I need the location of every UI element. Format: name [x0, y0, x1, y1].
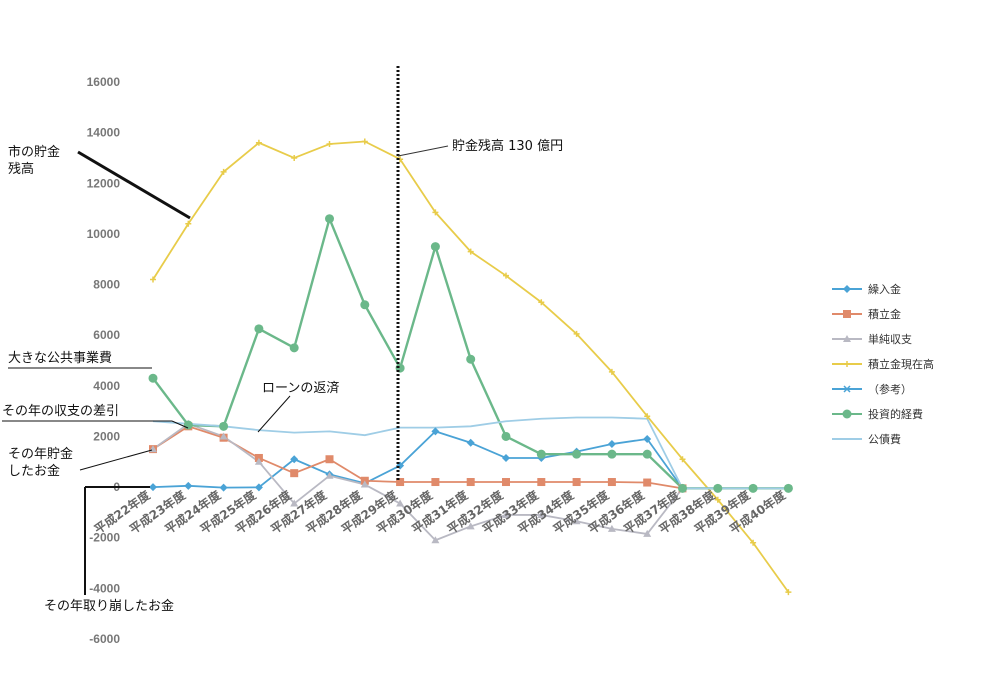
annotation-balance-130: 貯金残高 130 億円 — [452, 138, 563, 154]
annotation-loan: ローンの返済 — [262, 380, 339, 396]
x-tick-labels: 平成22年度平成23年度平成24年度平成25年度平成26年度平成27年度平成28… — [91, 487, 789, 537]
data-point-marker — [537, 478, 545, 486]
data-point-marker — [431, 478, 439, 486]
legend-label: （参考） — [868, 382, 912, 396]
data-point-marker — [467, 478, 475, 486]
data-point-marker — [537, 450, 546, 459]
data-point-marker — [502, 478, 510, 486]
legend-label: 公債費 — [868, 432, 901, 446]
series-line-0 — [153, 431, 683, 488]
data-point-marker — [431, 242, 440, 251]
data-point-marker — [291, 155, 297, 161]
y-tick-label: 8000 — [93, 278, 120, 292]
data-point-marker — [608, 440, 616, 448]
y-tick-label: 4000 — [93, 379, 120, 393]
legend-label: 投資的経費 — [868, 407, 923, 421]
data-point-marker — [327, 141, 333, 147]
data-point-marker — [784, 484, 793, 493]
series-line-1 — [153, 426, 683, 488]
annotation-saved-line1: その年貯金 — [8, 446, 73, 462]
data-point-marker — [713, 484, 722, 493]
data-point-marker — [678, 484, 687, 493]
legend-label: 積立金現在高 — [868, 357, 934, 371]
data-point-marker — [572, 450, 581, 459]
data-point-marker — [149, 483, 157, 491]
annotation-loan-pointer — [258, 396, 290, 432]
y-tick-label: -6000 — [89, 632, 120, 646]
data-point-marker — [643, 450, 652, 459]
data-point-marker — [149, 374, 158, 383]
data-point-marker — [608, 478, 616, 486]
data-point-marker — [749, 484, 758, 493]
y-tick-label: 10000 — [87, 227, 121, 241]
data-point-marker — [573, 478, 581, 486]
annotation-saved-line2: したお金 — [8, 463, 60, 479]
y-tick-label: 16000 — [87, 75, 121, 89]
data-point-marker — [184, 421, 193, 430]
annotation-yearly-diff: その年の収支の差引 — [2, 404, 119, 419]
annotation-saved-pointer — [80, 450, 152, 470]
y-tick-label: 14000 — [87, 126, 121, 140]
data-point-marker — [219, 422, 228, 431]
legend-label: 繰入金 — [868, 282, 901, 296]
series-line-5 — [153, 219, 788, 489]
data-point-marker — [466, 355, 475, 364]
data-point-marker — [326, 455, 334, 463]
data-point-marker — [643, 479, 651, 487]
data-point-marker — [325, 214, 334, 223]
annotation-withdrawn: その年取り崩したお金 — [44, 598, 174, 614]
y-tick-label: -4000 — [89, 581, 120, 595]
annotation-balance-pointer — [398, 146, 448, 156]
y-tick-label: 12000 — [87, 176, 121, 190]
legend-label: 積立金 — [868, 307, 901, 321]
data-point-marker — [467, 439, 475, 447]
chart-legend: 繰入金積立金単純収支積立金現在高 （参考） 投資的経費公債費 — [832, 282, 934, 446]
data-point-marker — [607, 450, 616, 459]
data-point-marker — [220, 484, 228, 492]
annotation-savings-line1: 市の貯金 — [8, 144, 60, 160]
data-point-marker — [254, 324, 263, 333]
data-point-marker — [184, 482, 192, 490]
y-tick-label: 2000 — [93, 429, 120, 443]
annotation-public-works: 大きな公共事業費 — [8, 350, 112, 366]
data-point-marker — [360, 300, 369, 309]
y-tick-label: 6000 — [93, 328, 120, 342]
legend-label: 単純収支 — [868, 332, 912, 346]
data-point-marker — [502, 432, 511, 441]
data-point-marker — [290, 469, 298, 477]
annotation-savings-line2: 残高 — [8, 161, 34, 177]
data-point-marker — [502, 454, 510, 462]
data-point-marker — [290, 343, 299, 352]
data-point-marker — [362, 138, 368, 144]
